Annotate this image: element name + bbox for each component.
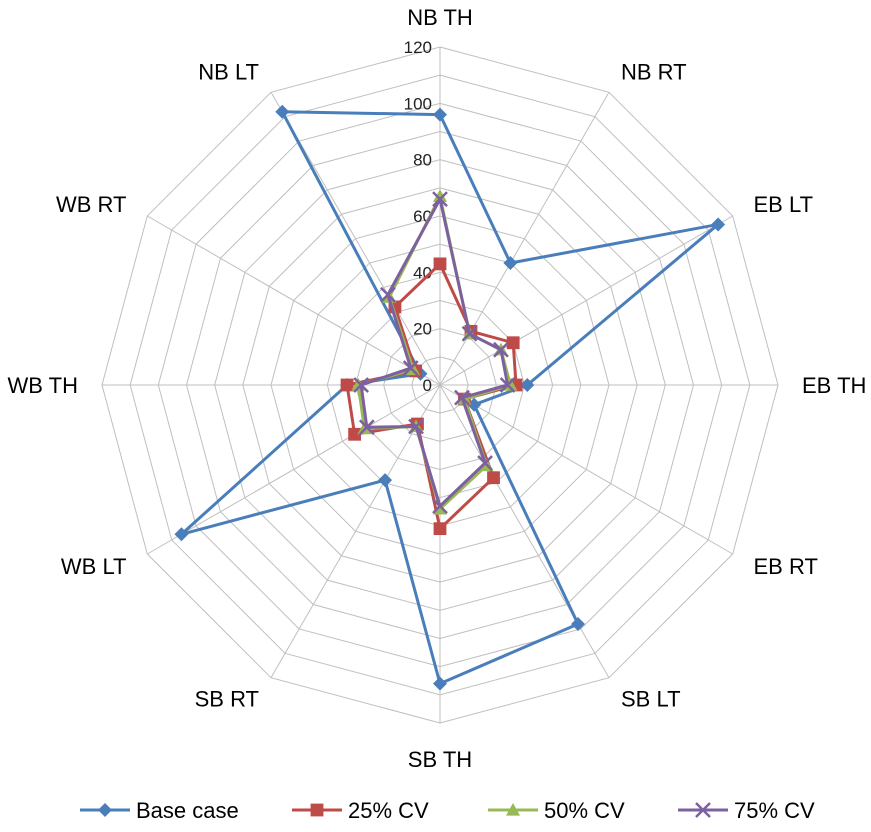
tick-label: 100 [404, 94, 432, 113]
grid-spoke [147, 384, 441, 555]
triangle-marker [506, 803, 520, 816]
x-marker [380, 286, 396, 303]
axis-label-nb-th: NB TH [407, 5, 473, 30]
diamond-marker [571, 617, 586, 632]
x-marker [454, 389, 470, 406]
square-marker [433, 522, 447, 536]
x-marker [402, 360, 419, 376]
square-marker [310, 803, 324, 817]
x-marker [358, 419, 375, 436]
square-marker [487, 471, 500, 485]
legend-item: 25% CV [292, 798, 429, 823]
x-marker [432, 498, 448, 515]
axis-label-sb-th: SB TH [408, 747, 472, 772]
series-base-case [174, 104, 726, 691]
x-marker [493, 341, 509, 358]
diamond-marker [275, 104, 290, 119]
tick-label: 80 [413, 151, 432, 170]
triangle-marker [433, 189, 447, 202]
legend-label: 75% CV [734, 798, 815, 823]
legend-label: 50% CV [544, 798, 625, 823]
axis-label-nb-lt: NB LT [198, 59, 259, 84]
x-marker [695, 802, 711, 818]
square-marker [348, 427, 362, 441]
axis-label-sb-rt: SB RT [195, 687, 259, 712]
grid-layer [101, 46, 779, 724]
axis-label-eb-th: EB TH [802, 373, 866, 398]
diamond-marker [98, 803, 112, 817]
legend-item: Base case [80, 798, 239, 823]
legend-item: 75% CV [678, 798, 815, 823]
x-marker [461, 325, 478, 342]
legend-label: 25% CV [348, 798, 429, 823]
diamond-marker [520, 378, 535, 392]
grid-spoke [439, 384, 733, 555]
diamond-marker [174, 527, 189, 542]
diamond-marker [711, 217, 726, 232]
axis-label-wb-th: WB TH [8, 373, 78, 398]
x-marker [432, 191, 448, 207]
x-marker [353, 377, 370, 393]
axis-label-eb-rt: EB RT [754, 554, 818, 579]
x-marker [408, 418, 424, 435]
axis-label-wb-rt: WB RT [56, 192, 126, 217]
diamond-marker [433, 676, 447, 691]
legend-item: 50% CV [488, 798, 625, 823]
series-layer [174, 104, 726, 691]
grid-spoke [439, 215, 733, 386]
square-marker [340, 378, 354, 392]
square-marker [433, 257, 447, 271]
diamond-marker [433, 107, 447, 122]
grid-spoke [270, 384, 441, 678]
series-75-cv [353, 191, 516, 515]
series-line [345, 262, 518, 531]
tick-label: 0 [423, 376, 432, 395]
x-marker [477, 455, 493, 471]
tick-label: 20 [413, 320, 432, 339]
tick-label: 120 [404, 38, 432, 57]
axis-label-wb-lt: WB LT [61, 554, 127, 579]
x-marker [499, 377, 516, 393]
legend-label: Base case [136, 798, 239, 823]
axis-label-sb-lt: SB LT [621, 687, 681, 712]
diamond-marker [378, 473, 393, 488]
diamond-marker [503, 256, 518, 271]
axis-label-nb-rt: NB RT [621, 59, 687, 84]
axis-label-layer: NB TH NB RT EB LT EB TH EB RT SB LT SB TH SB RT… [8, 5, 867, 772]
grid-spoke [147, 215, 441, 386]
square-marker [506, 336, 520, 350]
grid-spoke [439, 92, 610, 386]
grid-spoke [439, 384, 610, 678]
legend: Base case 25% CV 50% CV 75% CV [80, 798, 815, 823]
series-50-cv [351, 189, 518, 515]
axis-label-eb-lt: EB LT [754, 192, 814, 217]
